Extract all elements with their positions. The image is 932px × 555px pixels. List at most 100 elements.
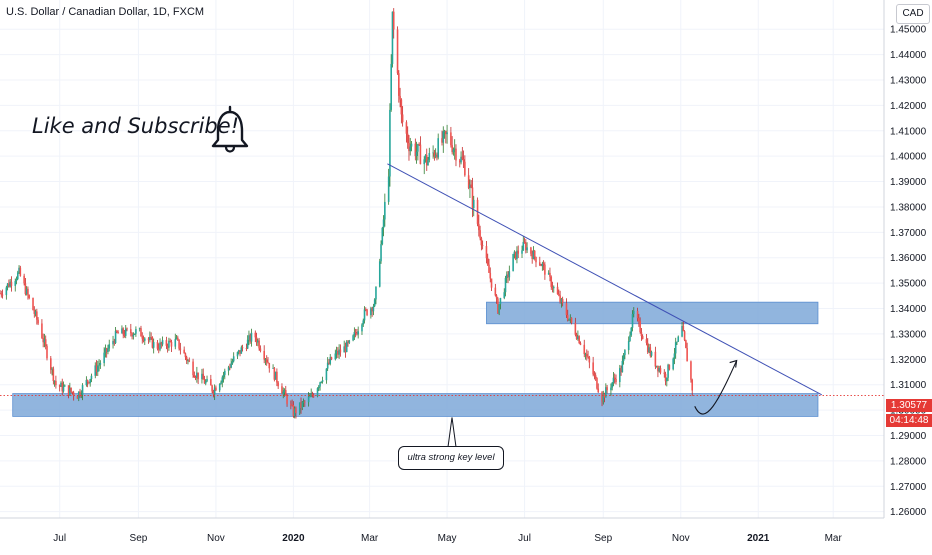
candle-body	[188, 360, 191, 362]
candle-body	[85, 379, 88, 386]
candle-body	[362, 320, 365, 325]
candle-body	[138, 328, 141, 330]
candle-body	[291, 404, 293, 406]
candle-body	[409, 146, 412, 152]
candle-body	[424, 155, 427, 160]
candle-body	[630, 327, 633, 336]
y-tick-label: 1.39000	[890, 177, 927, 188]
x-tick-label: Jul	[53, 533, 66, 544]
candle-body	[326, 362, 329, 369]
candle-body	[498, 304, 500, 314]
candle-body	[556, 286, 559, 295]
candle-body	[27, 288, 29, 296]
candle-body	[290, 403, 292, 405]
x-tick-label: 2020	[282, 533, 305, 544]
candle-body	[52, 368, 55, 381]
candle-body	[676, 341, 678, 343]
candle-body	[320, 381, 323, 383]
candle-body	[570, 317, 573, 323]
candle-body	[338, 349, 340, 355]
candle-body	[344, 346, 347, 353]
candle-body	[503, 292, 506, 298]
candle-body	[62, 386, 65, 392]
candle-body	[156, 342, 159, 349]
candle-body	[178, 339, 180, 349]
candle-body	[281, 386, 283, 395]
candle-body	[337, 350, 339, 355]
x-tick-label: May	[438, 533, 457, 544]
candle-body	[384, 201, 386, 220]
candle-body	[32, 297, 34, 311]
candle-body	[124, 328, 127, 336]
bell-icon	[211, 105, 249, 153]
candle-body	[79, 391, 81, 396]
candle-body	[184, 353, 187, 358]
candle-body	[357, 331, 359, 335]
candle-body	[325, 368, 328, 381]
candle-body	[559, 295, 561, 303]
candle-body	[372, 306, 375, 312]
candle-body	[265, 359, 268, 363]
candle-body	[72, 392, 75, 396]
candle-body	[657, 365, 659, 372]
candle-body	[267, 362, 269, 363]
candle-body	[354, 332, 357, 334]
candle-body	[418, 144, 420, 145]
candle-body	[579, 343, 582, 345]
candle-body	[112, 341, 114, 345]
candle-body	[629, 335, 631, 342]
candle-body	[335, 350, 338, 354]
candle-body	[276, 371, 278, 383]
candle-body	[71, 391, 74, 393]
candle-body	[0, 293, 3, 295]
candle-body	[361, 324, 363, 332]
candle-body	[55, 380, 57, 386]
candle-body	[552, 286, 555, 289]
candle-body	[81, 385, 84, 395]
candle-body	[620, 368, 622, 373]
candle-body	[143, 338, 146, 341]
candle-body	[19, 267, 22, 276]
y-tick-label: 1.45000	[890, 25, 927, 36]
candle-body	[401, 114, 404, 123]
candle-body	[673, 353, 676, 359]
candle-body	[458, 160, 461, 163]
candle-body	[410, 143, 413, 147]
candle-body	[640, 332, 643, 337]
candle-body	[151, 337, 154, 348]
candle-body	[241, 347, 244, 349]
candle-body	[311, 394, 314, 396]
candle-body	[480, 238, 483, 246]
y-tick-label: 1.38000	[890, 202, 927, 213]
candle-body	[433, 152, 436, 157]
candle-body	[682, 325, 685, 332]
candle-body	[549, 272, 551, 277]
candle-body	[193, 375, 196, 378]
y-tick-label: 1.42000	[890, 101, 927, 112]
candle-body	[232, 356, 235, 362]
candle-body	[531, 253, 533, 259]
candle-body	[175, 337, 178, 340]
candle-body	[51, 368, 53, 370]
candle-body	[263, 350, 265, 360]
y-tick-label: 1.26000	[890, 507, 927, 518]
candle-body	[16, 272, 19, 279]
candle-body	[317, 386, 320, 389]
candle-body	[292, 405, 295, 417]
candle-body	[246, 339, 249, 349]
candle-body	[437, 138, 439, 158]
candle-body	[490, 278, 493, 288]
candle-body	[160, 342, 163, 345]
projection-arrowhead	[729, 359, 738, 368]
candle-body	[471, 187, 474, 208]
candle-body	[462, 159, 465, 162]
candle-body	[250, 332, 253, 342]
candle-body	[469, 184, 471, 188]
y-tick-label: 1.34000	[890, 304, 927, 315]
candle-body	[517, 250, 520, 254]
currency-button[interactable]: CAD	[896, 4, 930, 24]
candle-body	[50, 358, 52, 370]
candle-body	[566, 315, 569, 321]
candle-body	[664, 373, 667, 382]
candle-body	[295, 408, 297, 414]
